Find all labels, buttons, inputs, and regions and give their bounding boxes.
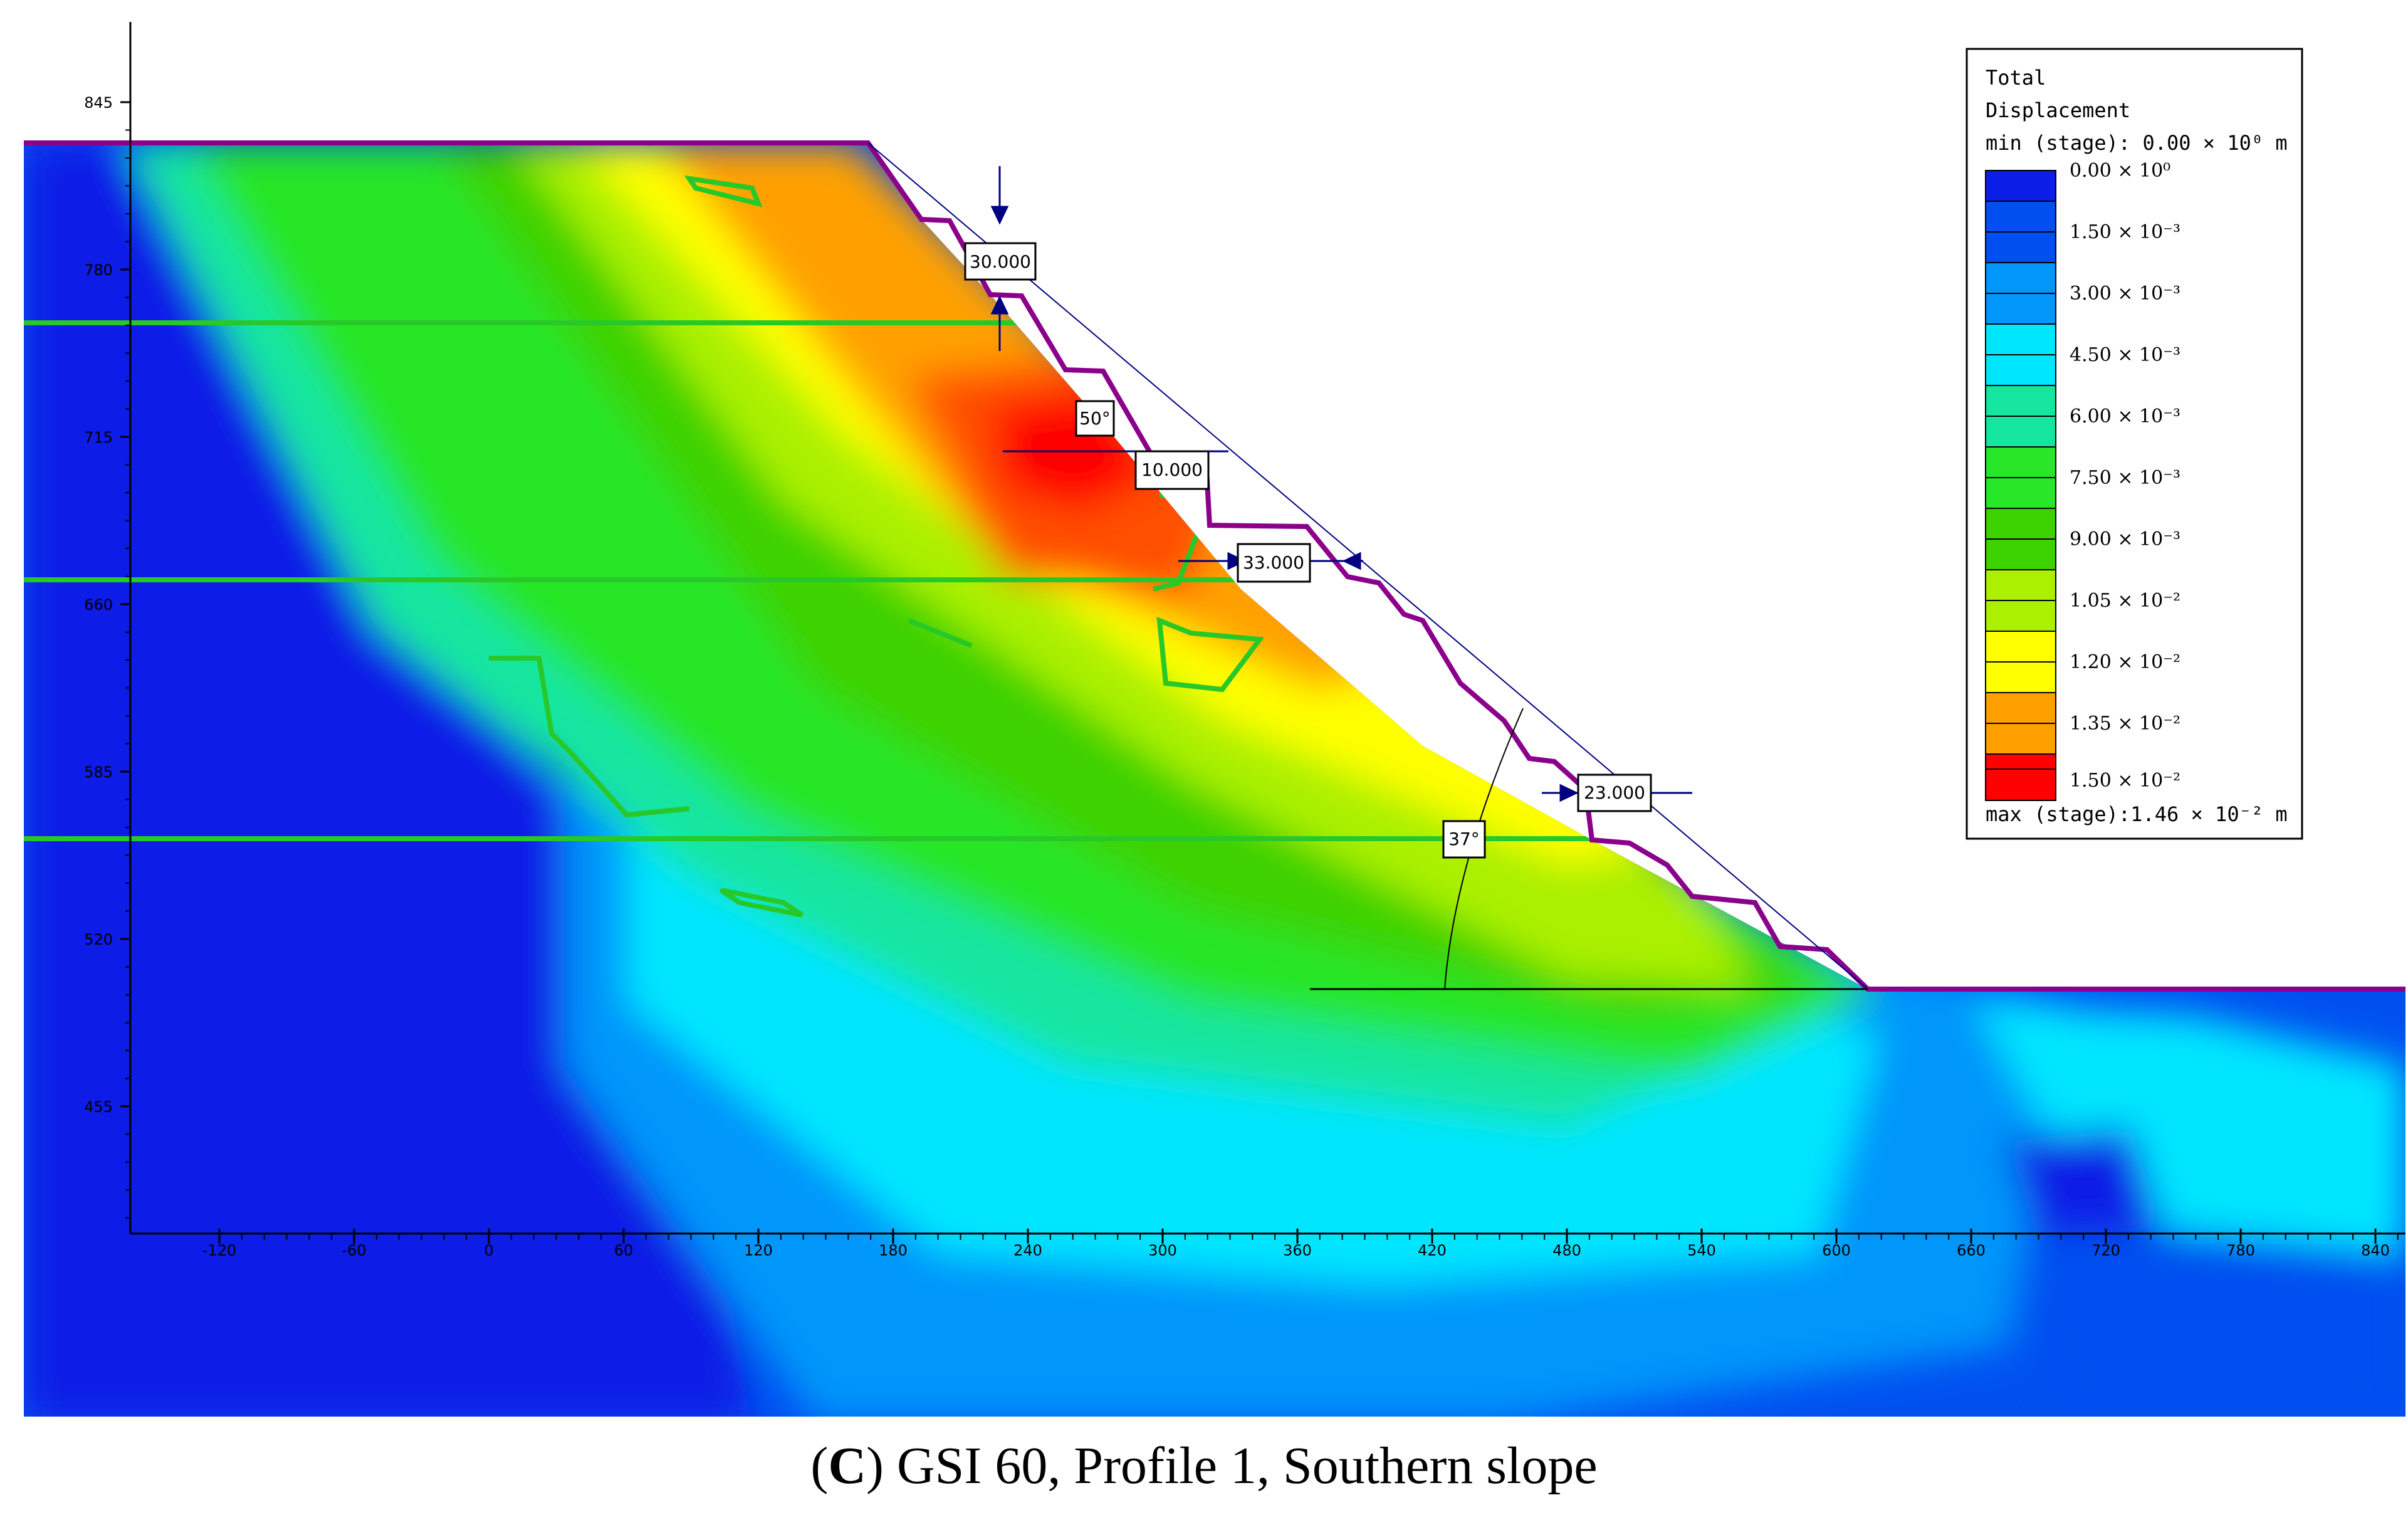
x-tick-label: 420 (1418, 1242, 1447, 1259)
svg-text:37°: 37° (1448, 829, 1480, 849)
x-tick-label: 120 (744, 1242, 773, 1259)
x-tick-label: 480 (1552, 1242, 1581, 1259)
svg-text:10.000: 10.000 (1141, 459, 1203, 480)
y-tick-label: 845 (84, 94, 113, 112)
svg-text:30.000: 30.000 (970, 251, 1031, 272)
caption-open-paren: ( (810, 1437, 829, 1495)
legend-entry-label: 9.00 × 10⁻³ (2070, 528, 2180, 550)
svg-text:50°: 50° (1079, 408, 1111, 429)
legend-entry-label: 3.00 × 10⁻³ (2070, 283, 2180, 305)
y-tick-label: 715 (84, 429, 113, 446)
caption-close-paren: ) (866, 1437, 884, 1495)
legend-entry-label: 1.35 × 10⁻² (2070, 713, 2180, 735)
legend-swatch-transition (1985, 323, 2056, 355)
y-tick-labels: 845 780 715 660 585 520 455 (84, 94, 113, 1116)
x-tick-label: 540 (1687, 1242, 1716, 1259)
x-tick-label: 240 (1013, 1242, 1042, 1259)
legend-swatch-transition (1985, 692, 2056, 724)
legend-max-label: max (stage):1.46 × 10⁻² m (1986, 802, 2288, 826)
ground-surface (24, 140, 2405, 992)
legend-swatch-transition (1985, 262, 2056, 294)
legend-swatch (1985, 231, 2056, 263)
legend-swatch (1985, 170, 2056, 202)
x-tick-labels: -120 -60 0 60 120 180 240 300 360 420 480 540 600 660… (202, 1242, 2390, 1259)
x-tick-label: 660 (1957, 1242, 1986, 1259)
x-tick-label: 840 (2361, 1242, 2390, 1259)
caption-letter: C (828, 1437, 867, 1495)
dimension-box-bench-width-low: 23.000 (1577, 773, 1652, 812)
x-tick-label: 60 (614, 1242, 634, 1259)
x-tick-label: 600 (1822, 1242, 1851, 1259)
legend-min-label: min (stage): 0.00 × 10⁰ m (1986, 131, 2288, 155)
x-tick-label: 780 (2226, 1242, 2255, 1259)
y-tick-label: 585 (84, 763, 113, 781)
legend-swatch-transition (1985, 631, 2056, 663)
x-tick-label: 300 (1148, 1242, 1177, 1259)
svg-text:23.000: 23.000 (1584, 782, 1645, 803)
dimension-box-bench-height: 30.000 (964, 242, 1037, 281)
legend-swatch (1985, 416, 2056, 448)
legend: Total Displacement min (stage): 0.00 × 1… (1966, 48, 2303, 840)
legend-entry-label: 6.00 × 10⁻³ (2070, 406, 2180, 427)
legend-swatch (1985, 723, 2056, 755)
layer-boundaries (24, 175, 1692, 918)
legend-swatch-transition (1985, 446, 2056, 478)
axes (129, 22, 2405, 1235)
x-tick-label: 180 (879, 1242, 908, 1259)
angle-box-overall-slope: 37° (1442, 820, 1486, 859)
legend-entry-label: 7.50 × 10⁻³ (2070, 467, 2180, 489)
legend-swatch (1985, 538, 2056, 570)
legend-entry-label: 0.00 × 10⁰ (2070, 160, 2170, 182)
dimension-box-bench-width-mid: 33.000 (1237, 543, 1311, 583)
caption-text: GSI 60, Profile 1, Southern slope (884, 1437, 1598, 1495)
displacement-contour-plot: -120 -60 0 60 120 180 240 300 360 420 480 540 600 660… (24, 22, 2405, 1417)
legend-swatch-transition (1985, 385, 2056, 417)
legend-swatch (1985, 477, 2056, 509)
legend-swatch-transition (1985, 201, 2056, 233)
legend-swatch (1985, 293, 2056, 325)
y-tick-label: 520 (84, 931, 113, 948)
y-tick-marks (120, 101, 130, 1219)
x-tick-label: -120 (202, 1242, 236, 1259)
dimension-box-bench-width-top: 10.000 (1134, 450, 1210, 490)
x-tick-label: 720 (2091, 1242, 2120, 1259)
y-tick-label: 780 (84, 261, 113, 279)
legend-entry-label: 1.50 × 10⁻³ (2070, 221, 2180, 243)
legend-entry-label: 1.05 × 10⁻² (2070, 590, 2180, 612)
legend-swatch-transition (1985, 569, 2056, 601)
legend-swatch (1985, 768, 2056, 801)
x-tick-label: 360 (1283, 1242, 1312, 1259)
legend-entry-label: 1.50 × 10⁻² (2070, 770, 2180, 792)
y-tick-label: 455 (84, 1098, 113, 1116)
x-tick-label: -60 (342, 1242, 366, 1259)
legend-swatch (1985, 354, 2056, 386)
x-tick-marks (218, 1229, 2399, 1244)
legend-swatches: 0.00 × 10⁰ 1.50 × 10⁻³ 3.00 × 10⁻³ 4.50 × 1… (1985, 160, 2180, 801)
legend-title-line2: Displacement (1986, 98, 2130, 122)
legend-entry-label: 1.20 × 10⁻² (2070, 651, 2180, 673)
x-tick-label: 0 (484, 1242, 493, 1259)
legend-swatch-transition (1985, 508, 2056, 540)
figure-caption: (C) GSI 60, Profile 1, Southern slope (0, 1435, 2408, 1496)
legend-title-line1: Total (1986, 66, 2046, 90)
angle-box-bench-face: 50° (1075, 400, 1115, 437)
svg-text:33.000: 33.000 (1243, 552, 1304, 573)
y-tick-label: 660 (84, 596, 113, 614)
legend-swatch (1985, 661, 2056, 693)
legend-swatch (1985, 600, 2056, 632)
legend-entry-label: 4.50 × 10⁻³ (2070, 344, 2180, 366)
